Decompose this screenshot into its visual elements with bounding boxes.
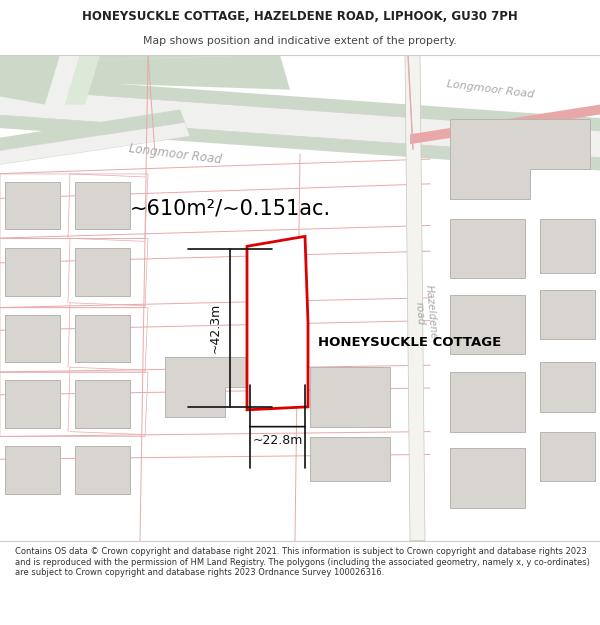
- Text: Longmoor Road: Longmoor Road: [446, 79, 535, 100]
- Polygon shape: [450, 295, 525, 354]
- Polygon shape: [310, 367, 390, 427]
- Text: HONEYSUCKLE COTTAGE, HAZELDENE ROAD, LIPHOOK, GU30 7PH: HONEYSUCKLE COTTAGE, HAZELDENE ROAD, LIP…: [82, 10, 518, 23]
- Polygon shape: [65, 55, 100, 104]
- Text: Longmoor Road: Longmoor Road: [128, 142, 222, 166]
- Text: ~42.3m: ~42.3m: [209, 303, 221, 353]
- Polygon shape: [405, 55, 425, 541]
- Polygon shape: [450, 372, 525, 432]
- Polygon shape: [540, 219, 595, 273]
- Polygon shape: [247, 236, 308, 410]
- Polygon shape: [0, 55, 270, 63]
- Polygon shape: [540, 290, 595, 339]
- Polygon shape: [5, 380, 60, 428]
- Polygon shape: [75, 380, 130, 428]
- Polygon shape: [45, 55, 80, 104]
- Polygon shape: [450, 219, 525, 278]
- Polygon shape: [0, 55, 60, 104]
- Polygon shape: [75, 446, 130, 494]
- Polygon shape: [0, 55, 290, 89]
- Polygon shape: [75, 314, 130, 362]
- Text: Map shows position and indicative extent of the property.: Map shows position and indicative extent…: [143, 36, 457, 46]
- Polygon shape: [410, 104, 600, 144]
- Polygon shape: [0, 75, 600, 132]
- Text: Hazeldene
road: Hazeldene road: [412, 284, 438, 341]
- Polygon shape: [75, 182, 130, 229]
- Polygon shape: [450, 449, 525, 508]
- Polygon shape: [75, 248, 130, 296]
- Polygon shape: [5, 314, 60, 362]
- Polygon shape: [5, 446, 60, 494]
- Text: HONEYSUCKLE COTTAGE: HONEYSUCKLE COTTAGE: [318, 336, 501, 349]
- Text: ~22.8m: ~22.8m: [253, 434, 302, 447]
- Polygon shape: [450, 119, 590, 199]
- Text: Contains OS data © Crown copyright and database right 2021. This information is : Contains OS data © Crown copyright and d…: [15, 548, 590, 577]
- Polygon shape: [0, 114, 600, 172]
- Polygon shape: [540, 432, 595, 481]
- Polygon shape: [5, 248, 60, 296]
- Polygon shape: [0, 109, 185, 152]
- Polygon shape: [0, 122, 190, 166]
- Polygon shape: [165, 357, 295, 417]
- Polygon shape: [5, 182, 60, 229]
- Text: ~610m²/~0.151ac.: ~610m²/~0.151ac.: [130, 199, 331, 219]
- Polygon shape: [540, 362, 595, 412]
- Polygon shape: [0, 88, 600, 159]
- Polygon shape: [310, 436, 390, 481]
